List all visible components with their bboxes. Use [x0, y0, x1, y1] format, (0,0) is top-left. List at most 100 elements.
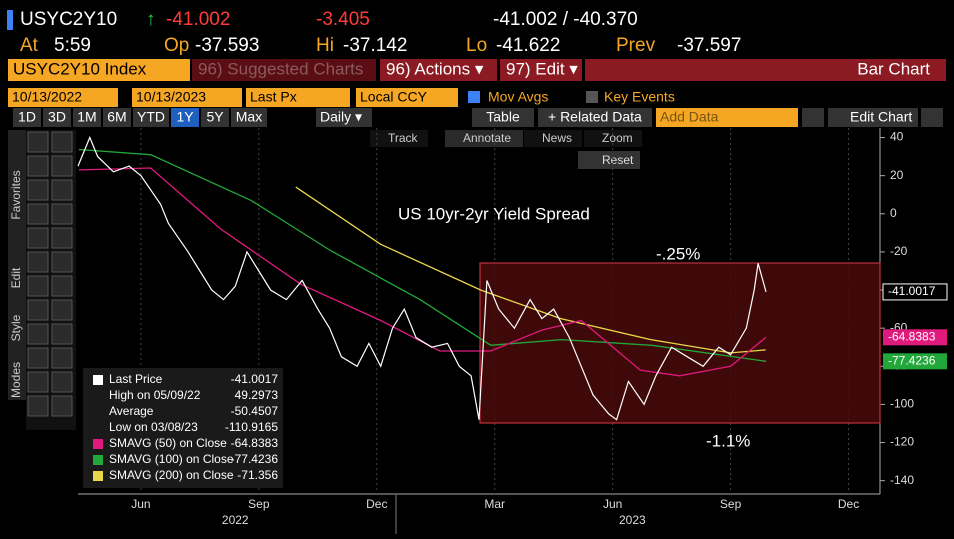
suggested-button[interactable]: [192, 59, 376, 81]
last-price: -41.002: [166, 9, 230, 30]
chart-tool[interactable]: Annotate: [463, 131, 511, 145]
suggested[interactable]: 96) Suggested Charts: [198, 59, 363, 78]
tool-icon[interactable]: [27, 323, 49, 345]
tool-icon[interactable]: [51, 251, 73, 273]
tool-icon[interactable]: [27, 203, 49, 225]
actions-button[interactable]: [380, 59, 497, 81]
y-tick-label: -100: [890, 397, 914, 411]
tool-icon[interactable]: [27, 347, 49, 369]
period[interactable]: 1M: [77, 109, 96, 125]
currency[interactable]: Local CCY: [360, 89, 428, 105]
legend-value: 49.2973: [235, 388, 279, 402]
tool-icon[interactable]: [51, 179, 73, 201]
tool-icon[interactable]: [27, 227, 49, 249]
period-button[interactable]: [201, 108, 229, 127]
key-events-checkbox[interactable]: [586, 91, 598, 103]
end-date-box[interactable]: [132, 88, 242, 107]
period-button[interactable]: [13, 108, 41, 127]
period-button[interactable]: [231, 108, 267, 127]
edit-chart-button[interactable]: [828, 108, 918, 127]
period[interactable]: 1D: [18, 109, 36, 125]
x-tick-label: Sep: [248, 497, 270, 511]
tool-icon[interactable]: [51, 299, 73, 321]
settings-button[interactable]: [921, 108, 943, 127]
tool-icon[interactable]: [51, 323, 73, 345]
period[interactable]: YTD: [137, 109, 165, 125]
edit-button[interactable]: [500, 59, 582, 81]
mov-avgs[interactable]: Mov Avgs: [488, 89, 548, 105]
field-box[interactable]: [246, 88, 350, 107]
add-data-box[interactable]: [656, 108, 798, 127]
mov-avgs-checkbox[interactable]: [468, 91, 480, 103]
sidebar-tab[interactable]: Modes: [9, 362, 23, 398]
period[interactable]: 5Y: [206, 109, 224, 125]
chart-tool[interactable]: News: [542, 131, 572, 145]
edit-chart[interactable]: Edit Chart: [850, 109, 912, 125]
period-button[interactable]: [73, 108, 101, 127]
ticker-marker: [7, 10, 13, 30]
legend-value: -77.4236: [231, 452, 279, 466]
period-button[interactable]: [171, 108, 199, 127]
open: -37.593: [195, 35, 259, 56]
tool-icon[interactable]: [51, 131, 73, 153]
tool-icon[interactable]: [27, 275, 49, 297]
security[interactable]: USYC2Y10 Index: [13, 59, 147, 78]
moving-average-line: [78, 167, 767, 377]
tool-icon[interactable]: [51, 275, 73, 297]
y-tick-label: 0: [890, 206, 897, 220]
start-date-box[interactable]: [8, 88, 118, 107]
sidebar-tab[interactable]: Edit: [9, 267, 23, 288]
table-button[interactable]: [472, 108, 534, 127]
high-label: Hi: [316, 35, 334, 56]
tool-icon[interactable]: [51, 203, 73, 225]
chart-tool[interactable]: Zoom: [602, 131, 633, 145]
period[interactable]: 1Y: [176, 109, 194, 125]
tool-icon[interactable]: [27, 299, 49, 321]
period[interactable]: Max: [236, 109, 262, 125]
period-button[interactable]: [133, 108, 169, 127]
currency-box[interactable]: [356, 88, 458, 107]
tool-icon[interactable]: [51, 347, 73, 369]
actions[interactable]: 96) Actions ▾: [386, 59, 484, 78]
period-button[interactable]: [43, 108, 71, 127]
start-date[interactable]: 10/13/2022: [12, 89, 82, 105]
edit[interactable]: 97) Edit ▾: [506, 59, 578, 78]
tool-icon[interactable]: [51, 395, 73, 417]
reset-button[interactable]: [578, 151, 640, 169]
sidebar-tab[interactable]: Style: [9, 314, 23, 341]
field[interactable]: Last Px: [250, 89, 297, 105]
period[interactable]: 3D: [48, 109, 66, 125]
security-box[interactable]: [8, 59, 190, 81]
tool-icon[interactable]: [51, 155, 73, 177]
table[interactable]: Table: [486, 109, 520, 125]
tool-icon[interactable]: [51, 227, 73, 249]
frequency[interactable]: Daily ▾: [320, 109, 362, 125]
legend-value: -110.9165: [225, 420, 278, 434]
period-button[interactable]: [103, 108, 131, 127]
sidebar-tab[interactable]: Favorites: [9, 170, 23, 219]
chart-tool-button[interactable]: [524, 130, 582, 147]
end-date[interactable]: 10/13/2023: [136, 89, 206, 105]
collapse-button[interactable]: [802, 108, 824, 127]
tool-icon[interactable]: [27, 131, 49, 153]
add-data[interactable]: Add Data: [660, 109, 719, 125]
key-events[interactable]: Key Events: [604, 89, 675, 105]
legend-label: High on 05/09/22: [109, 388, 201, 402]
tool-icon[interactable]: [27, 371, 49, 393]
chart-tool[interactable]: Track: [388, 131, 419, 145]
tool-icon[interactable]: [27, 155, 49, 177]
x-tick-label: Sep: [720, 497, 742, 511]
frequency-box[interactable]: [316, 108, 372, 127]
chart-tool[interactable]: Reset: [602, 153, 634, 167]
tool-icon[interactable]: [27, 251, 49, 273]
tool-icon[interactable]: [27, 179, 49, 201]
chart-tool-button[interactable]: [370, 130, 428, 147]
period[interactable]: 6M: [107, 109, 126, 125]
related[interactable]: + Related Data: [548, 109, 642, 125]
related-button[interactable]: [538, 108, 652, 127]
tool-icon[interactable]: [51, 371, 73, 393]
chart-tool-button[interactable]: [445, 130, 523, 147]
tool-icon[interactable]: [27, 395, 49, 417]
legend-value: -41.0017: [231, 372, 279, 386]
